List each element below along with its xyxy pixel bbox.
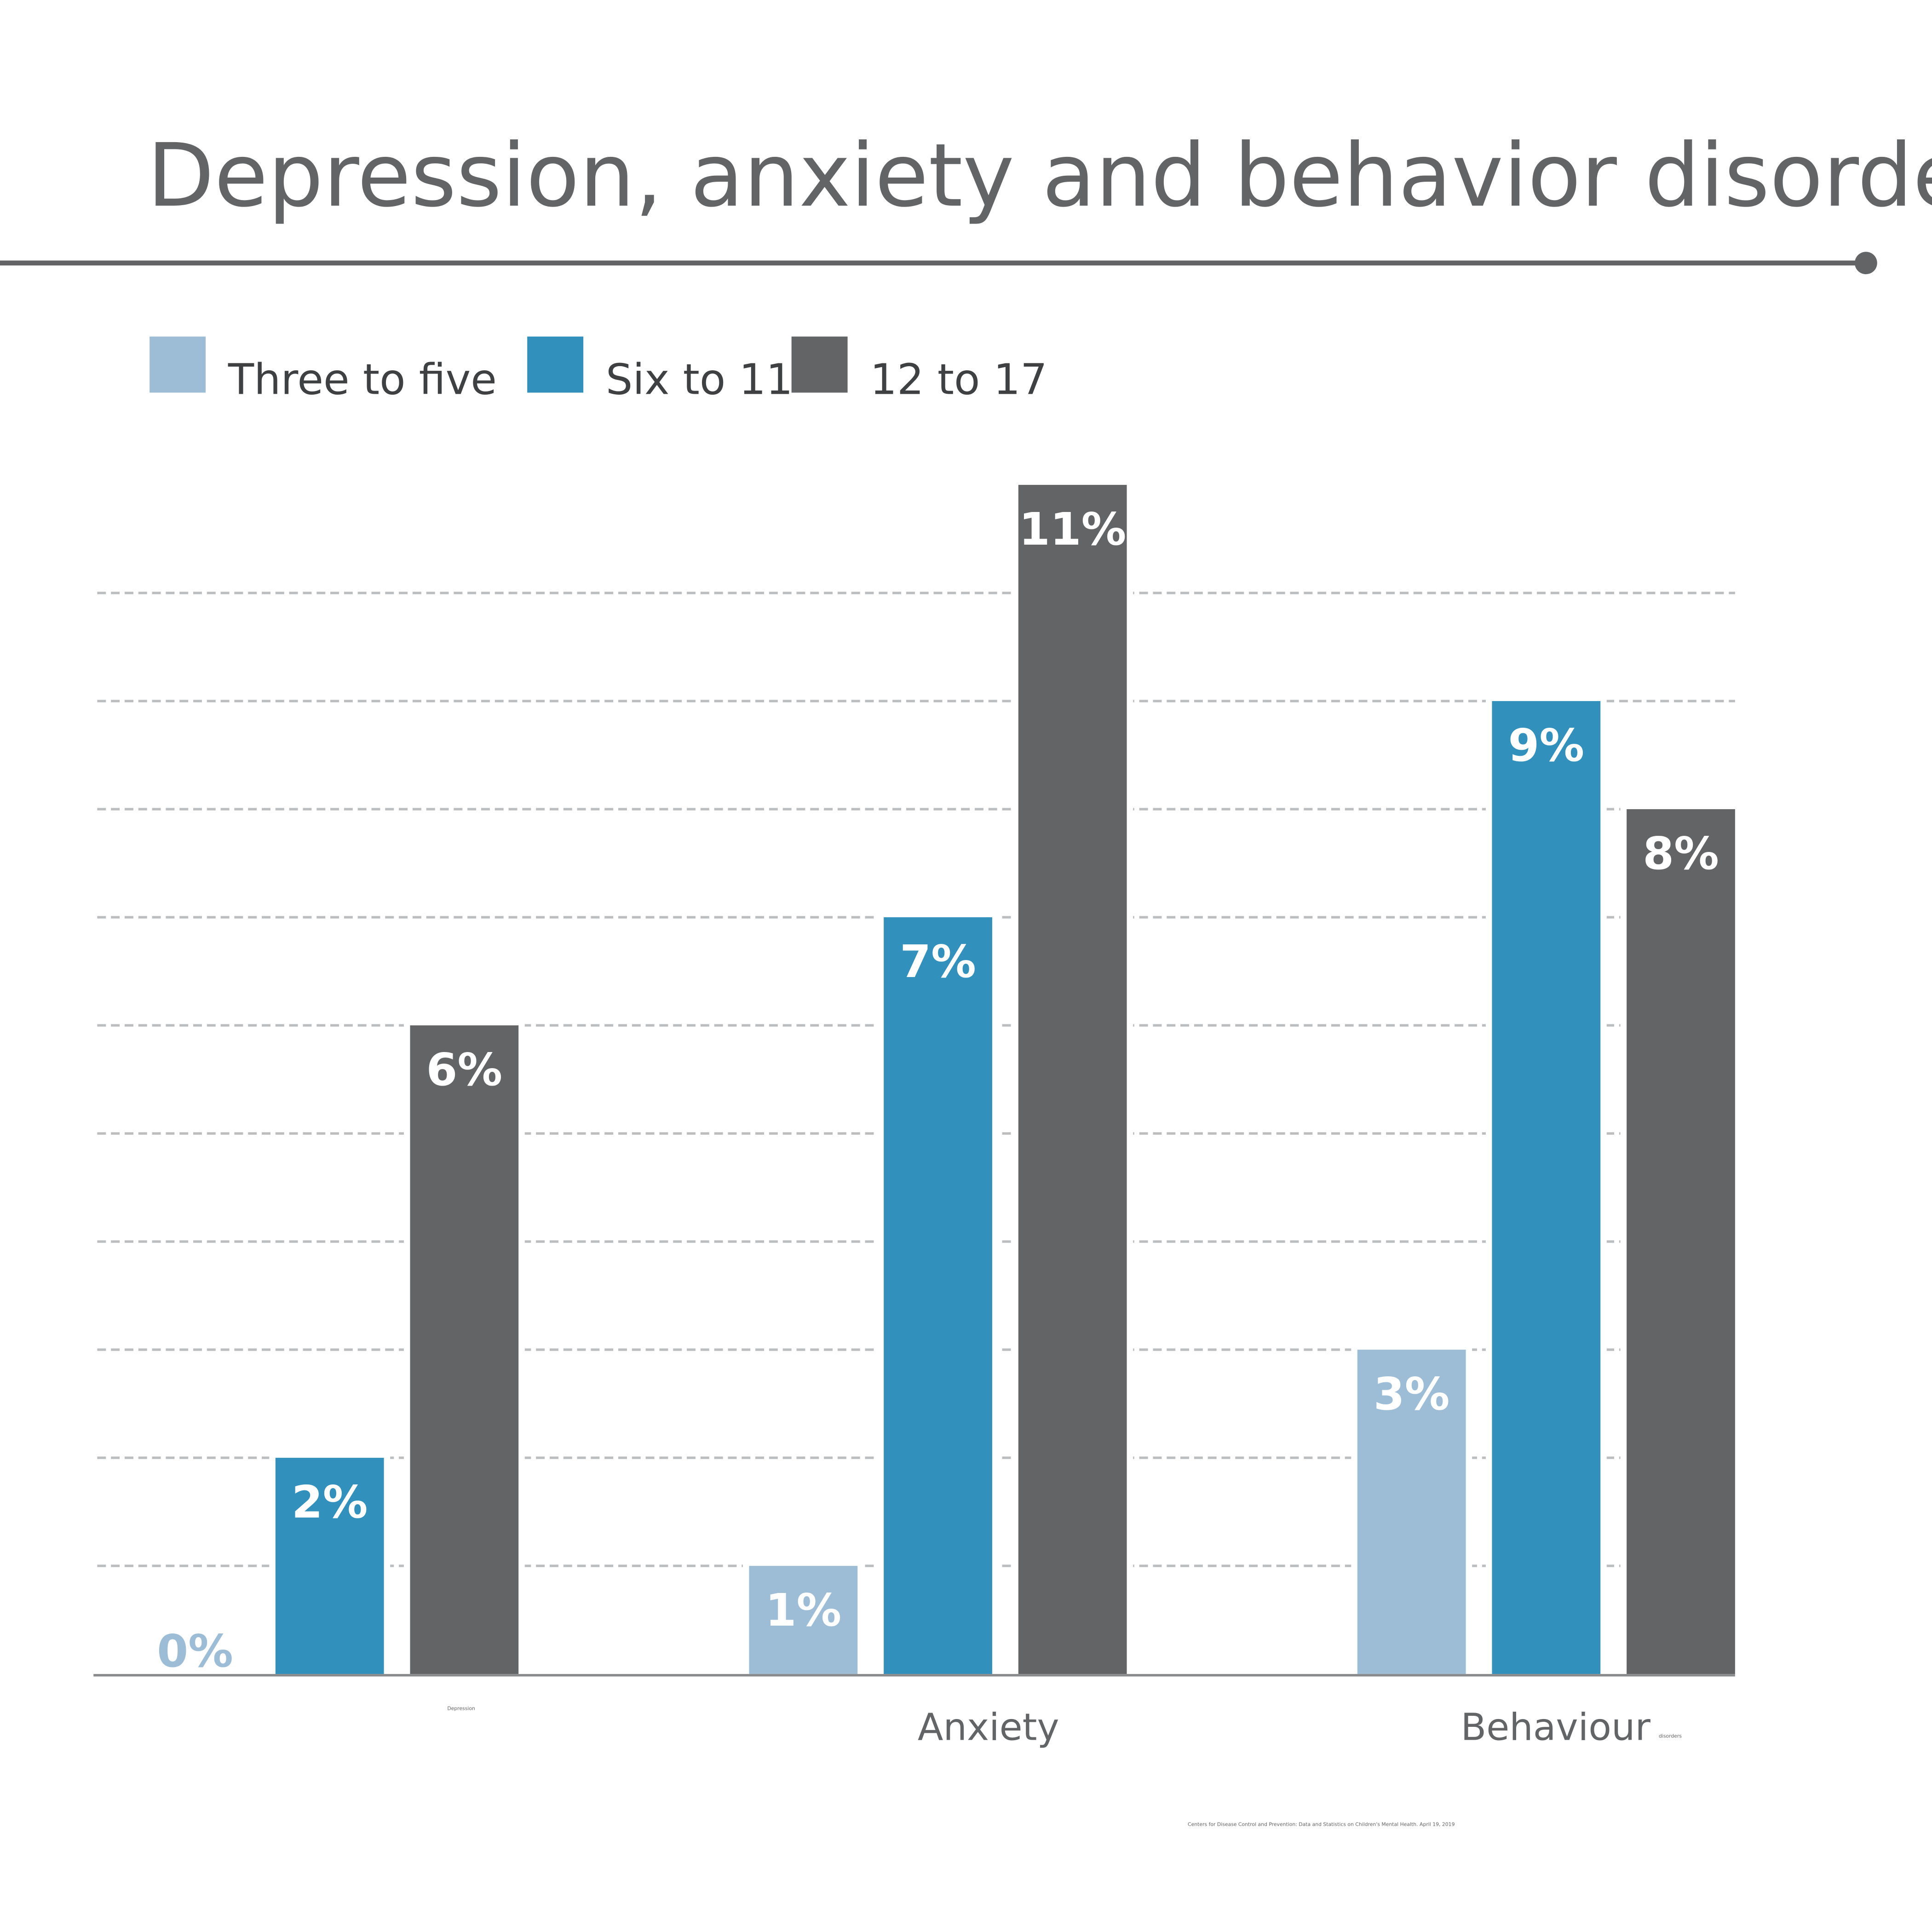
value-label: 9%	[1508, 719, 1585, 772]
value-label: 2%	[292, 1476, 368, 1529]
bar	[1620, 803, 1742, 1680]
bar	[269, 1451, 391, 1680]
legend-swatch	[791, 336, 848, 393]
value-label: 3%	[1374, 1368, 1450, 1420]
value-label: 6%	[426, 1044, 503, 1096]
legend-swatch	[527, 336, 584, 393]
chart-title: Depression, anxiety and behavior disorde…	[147, 125, 1932, 226]
bar	[1485, 695, 1607, 1680]
x-tick-label: Anxiety	[918, 1706, 1059, 1749]
value-label: 7%	[900, 936, 976, 988]
legend-label: Three to five	[228, 354, 497, 404]
bars: 0% 1% 3% 2% 7% 9% 6% 11% 8%	[157, 478, 1742, 1680]
legend-label: Six to 11	[606, 354, 793, 404]
legend-swatch	[150, 336, 206, 393]
legend-label: 12 to 17	[870, 354, 1047, 404]
value-label: 11%	[1019, 503, 1126, 556]
value-label: 8%	[1643, 828, 1719, 880]
value-label: 1%	[765, 1584, 842, 1637]
category-note: disorders	[1659, 1733, 1682, 1739]
bar	[403, 1019, 525, 1680]
x-tick-label: Behaviour	[1460, 1706, 1650, 1749]
bar	[1012, 478, 1133, 1680]
source: Centers for Disease Control and Preventi…	[1188, 1822, 1455, 1828]
value-label: 0%	[157, 1625, 233, 1678]
bar	[877, 911, 999, 1680]
x-tick-label: Depression	[447, 1706, 475, 1712]
title-rule-dot	[1855, 252, 1877, 275]
